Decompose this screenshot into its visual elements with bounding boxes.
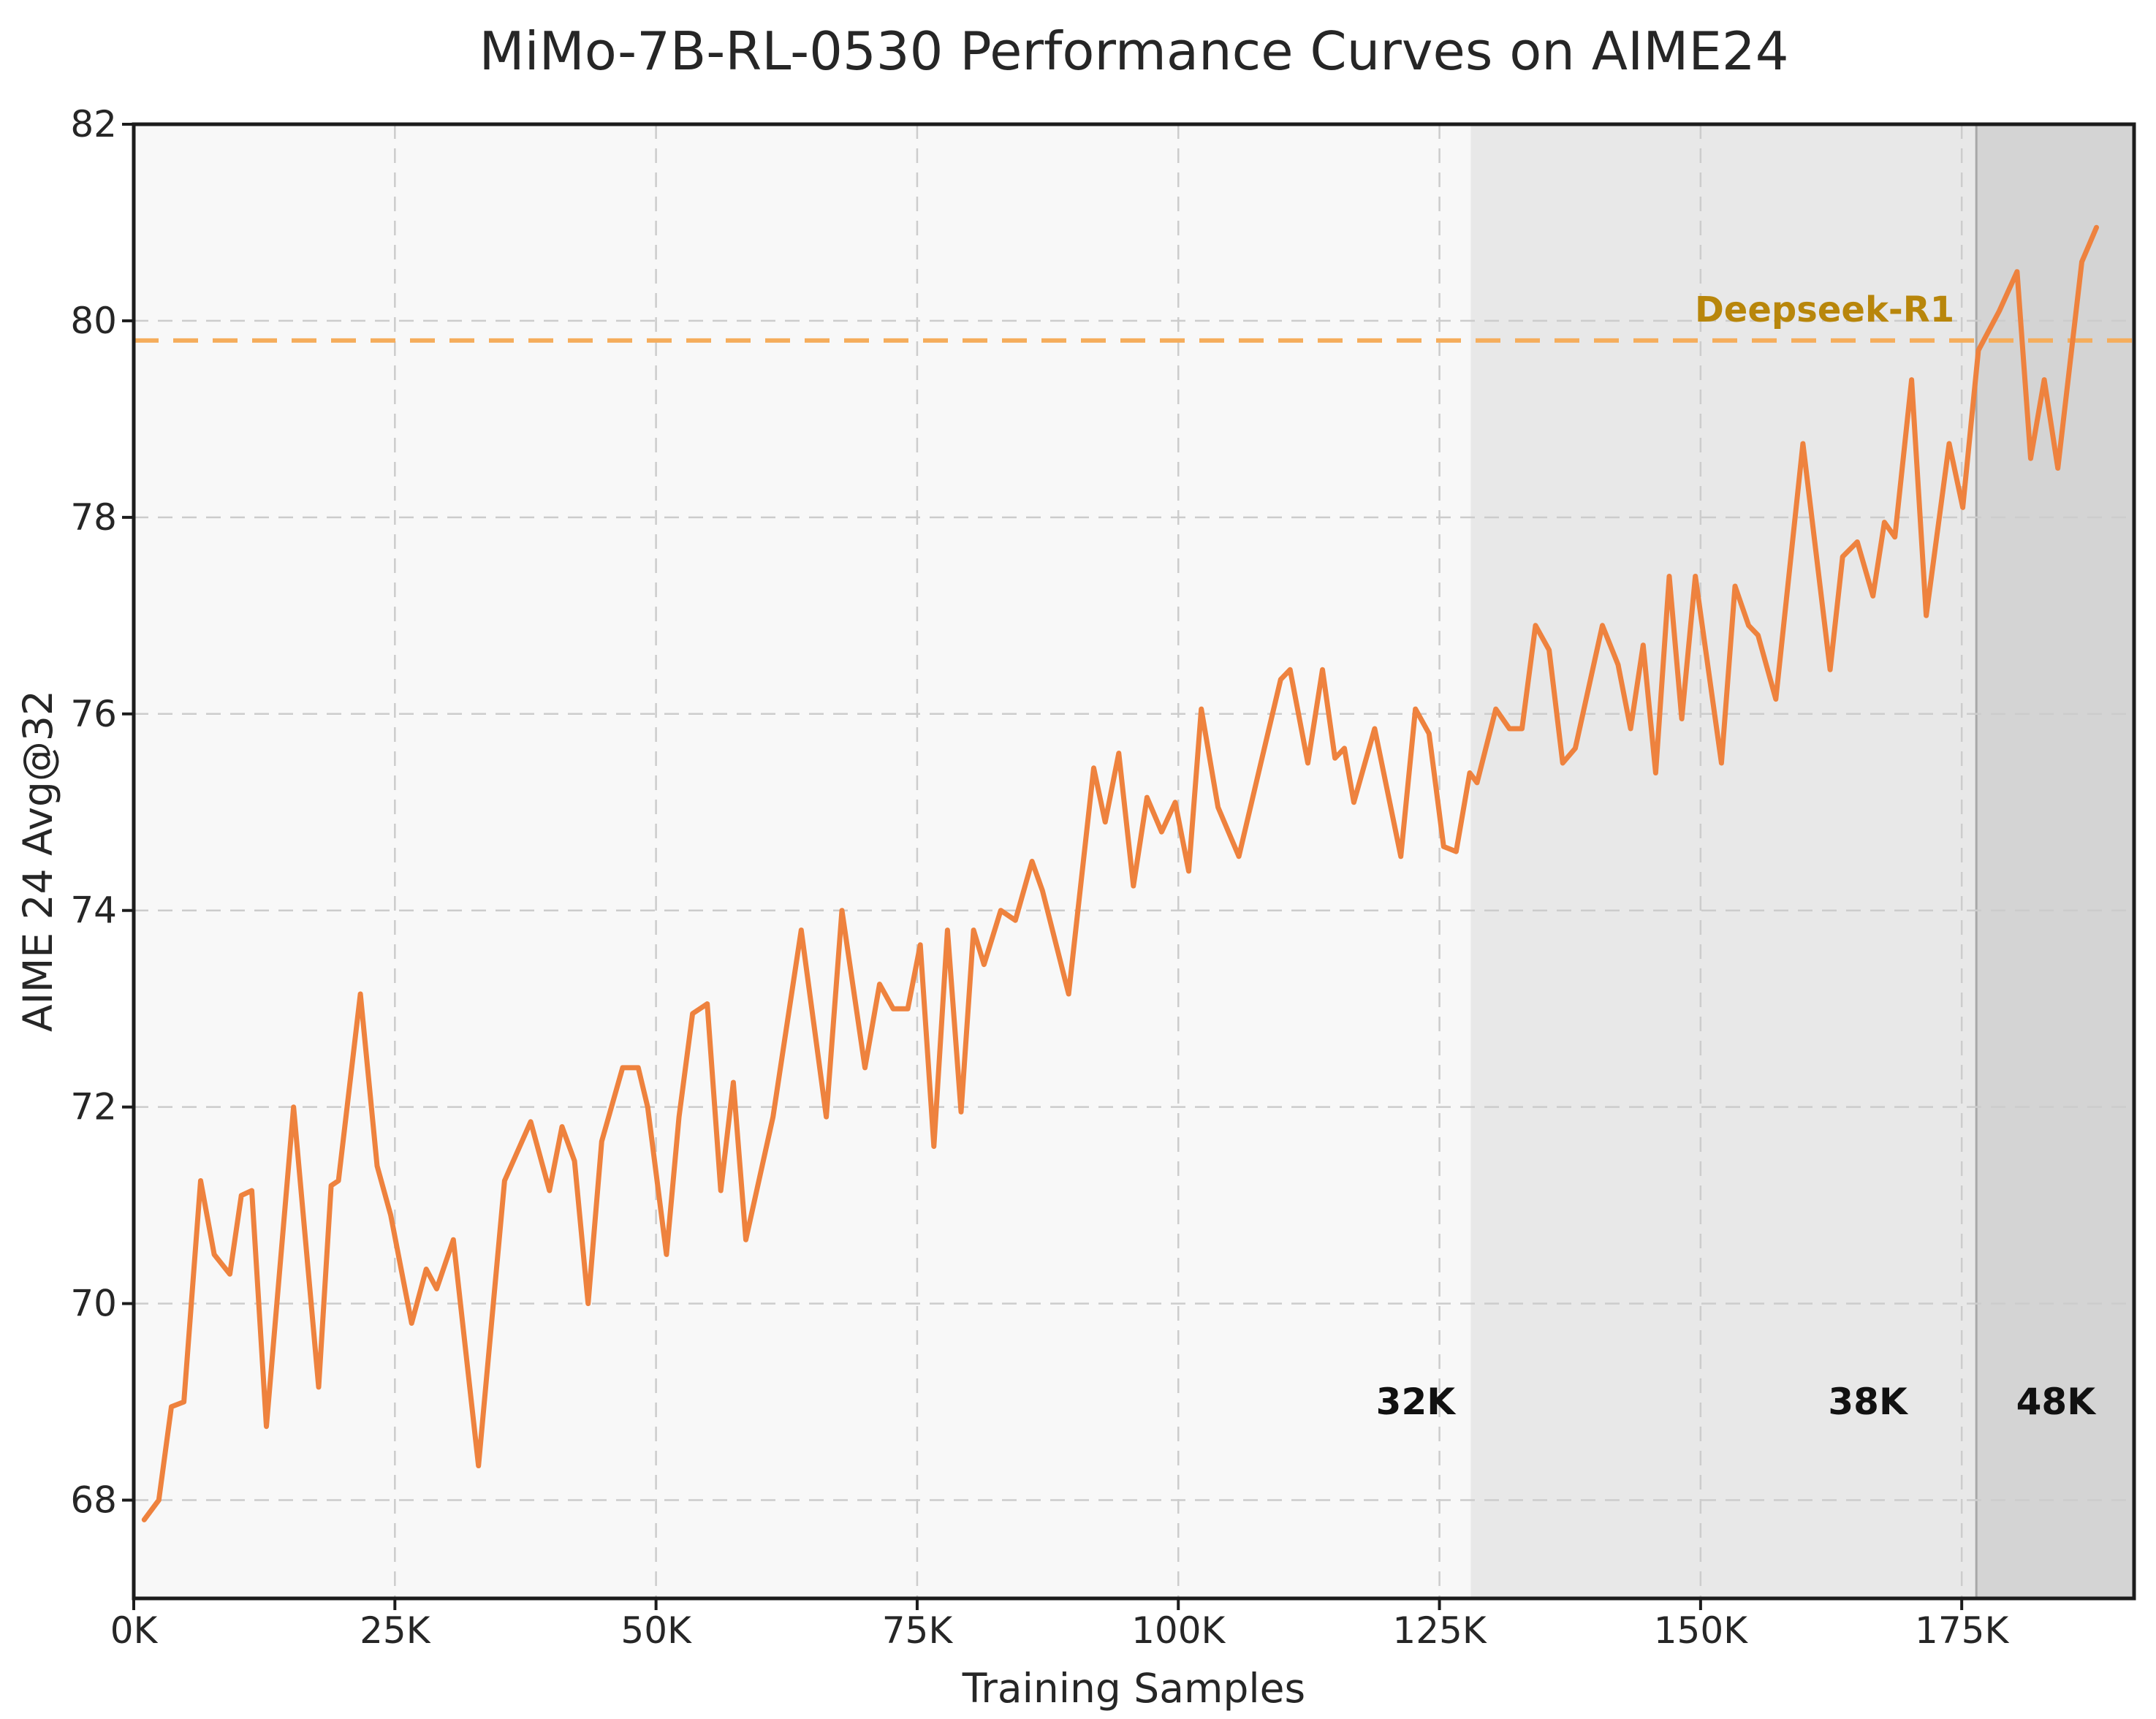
y-tick-label: 78 bbox=[70, 496, 117, 539]
y-tick-label: 68 bbox=[70, 1479, 117, 1522]
x-tick-label: 75K bbox=[882, 1609, 954, 1652]
y-tick-label: 72 bbox=[70, 1086, 117, 1128]
y-tick-label: 70 bbox=[70, 1283, 117, 1325]
y-tick-label: 76 bbox=[70, 693, 117, 735]
x-tick-label: 25K bbox=[360, 1609, 431, 1652]
x-tick-label: 100K bbox=[1131, 1609, 1226, 1652]
axes-spines bbox=[132, 122, 2136, 1601]
x-tick-label: 0K bbox=[110, 1609, 159, 1652]
y-axis-label: AIME 24 Avg@32 bbox=[15, 690, 61, 1032]
x-axis-label: Training Samples bbox=[962, 1665, 1306, 1712]
x-tick-label: 150K bbox=[1654, 1609, 1748, 1652]
y-tick-label: 74 bbox=[70, 889, 117, 932]
performance-curve bbox=[141, 224, 2099, 1522]
y-tick-label: 80 bbox=[70, 300, 117, 342]
deepseek-r1-label: Deepseek-R1 bbox=[1695, 289, 1954, 330]
region-label-32k: 32K bbox=[1376, 1381, 1457, 1423]
x-tick-label: 175K bbox=[1915, 1609, 2009, 1652]
x-tick-label: 50K bbox=[620, 1609, 692, 1652]
page-title: MiMo-7B-RL-0530 Performance Curves on AI… bbox=[479, 20, 1789, 82]
y-tick-label: 82 bbox=[70, 103, 117, 145]
stage-region-48k bbox=[1976, 124, 2134, 1598]
region-label-38k: 38K bbox=[1828, 1381, 1909, 1423]
x-tick-label: 125K bbox=[1392, 1609, 1487, 1652]
region-label-48k: 48K bbox=[2016, 1381, 2098, 1423]
stage-region-38k bbox=[1470, 124, 1977, 1598]
